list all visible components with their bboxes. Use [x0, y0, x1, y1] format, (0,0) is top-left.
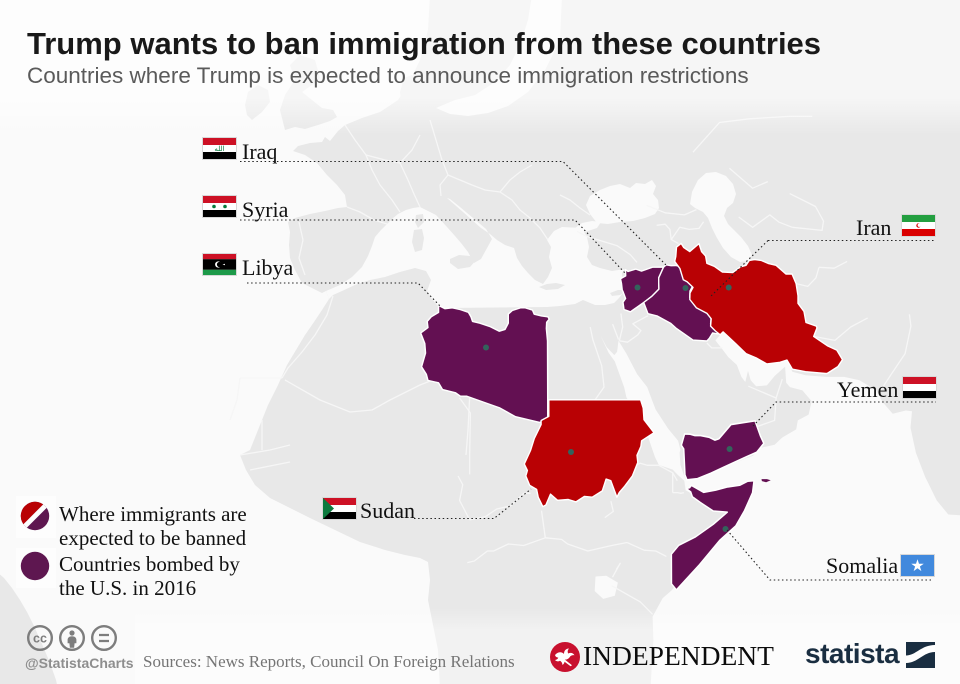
svg-text:الله: الله	[214, 145, 224, 153]
svg-text:cc: cc	[33, 632, 47, 646]
